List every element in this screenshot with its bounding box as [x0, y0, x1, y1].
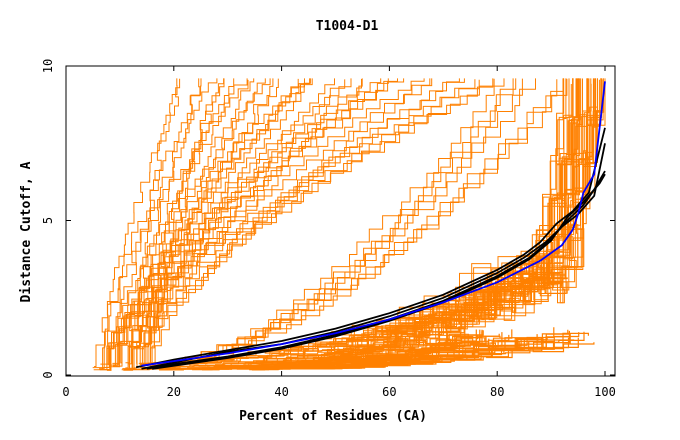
- x-tick-label: 20: [167, 385, 181, 399]
- orange-curve: [140, 78, 536, 364]
- orange-curve: [106, 79, 249, 371]
- orange-curve: [144, 78, 311, 366]
- orange-model-curves: [92, 78, 606, 371]
- orange-curve: [94, 78, 248, 367]
- x-axis-label: Percent of Residues (CA): [239, 409, 427, 424]
- series-highlight-black-2: [141, 143, 606, 370]
- y-tick-label: 0: [41, 371, 55, 378]
- orange-curve: [283, 332, 589, 370]
- x-tick-label: 100: [594, 385, 616, 399]
- orange-curve: [109, 78, 431, 368]
- y-tick-label: 10: [41, 59, 55, 73]
- orange-curve: [110, 78, 311, 366]
- orange-curve: [107, 78, 218, 365]
- x-tick-label: 60: [382, 385, 396, 399]
- orange-curve: [133, 78, 279, 370]
- orange-curve: [125, 78, 425, 364]
- x-tick-label: 80: [490, 385, 504, 399]
- y-tick-label: 5: [41, 217, 55, 224]
- chart-title: T1004-D1: [316, 19, 379, 34]
- orange-curve: [143, 337, 539, 370]
- x-axis-ticks: 0 20 40 60 80 100: [62, 66, 616, 399]
- highlight-model-curves: [135, 81, 606, 370]
- orange-curve: [101, 78, 181, 370]
- x-tick-label: 0: [62, 385, 69, 399]
- orange-curve: [140, 78, 335, 367]
- series-highlight-blue: [141, 81, 606, 367]
- orange-curve: [264, 329, 481, 370]
- orange-curve: [141, 78, 225, 369]
- orange-curve: [112, 78, 389, 366]
- series-highlight-black-3: [146, 170, 606, 370]
- orange-curve: [122, 78, 494, 370]
- series-highlight-black-1: [135, 127, 606, 369]
- y-axis-ticks: 0 5 10: [41, 59, 615, 379]
- orange-curve: [93, 79, 476, 371]
- orange-curve: [136, 78, 255, 364]
- orange-curve: [100, 78, 382, 365]
- orange-curve: [192, 78, 565, 371]
- x-tick-label: 40: [274, 385, 288, 399]
- orange-curve: [127, 78, 465, 365]
- orange-curve: [147, 78, 433, 368]
- orange-curve: [134, 78, 178, 368]
- orange-curve: [99, 78, 305, 369]
- orange-curve: [249, 330, 570, 370]
- y-axis-label: Distance Cutoff, A: [19, 161, 34, 302]
- orange-curve: [120, 78, 398, 364]
- orange-curve: [264, 78, 596, 370]
